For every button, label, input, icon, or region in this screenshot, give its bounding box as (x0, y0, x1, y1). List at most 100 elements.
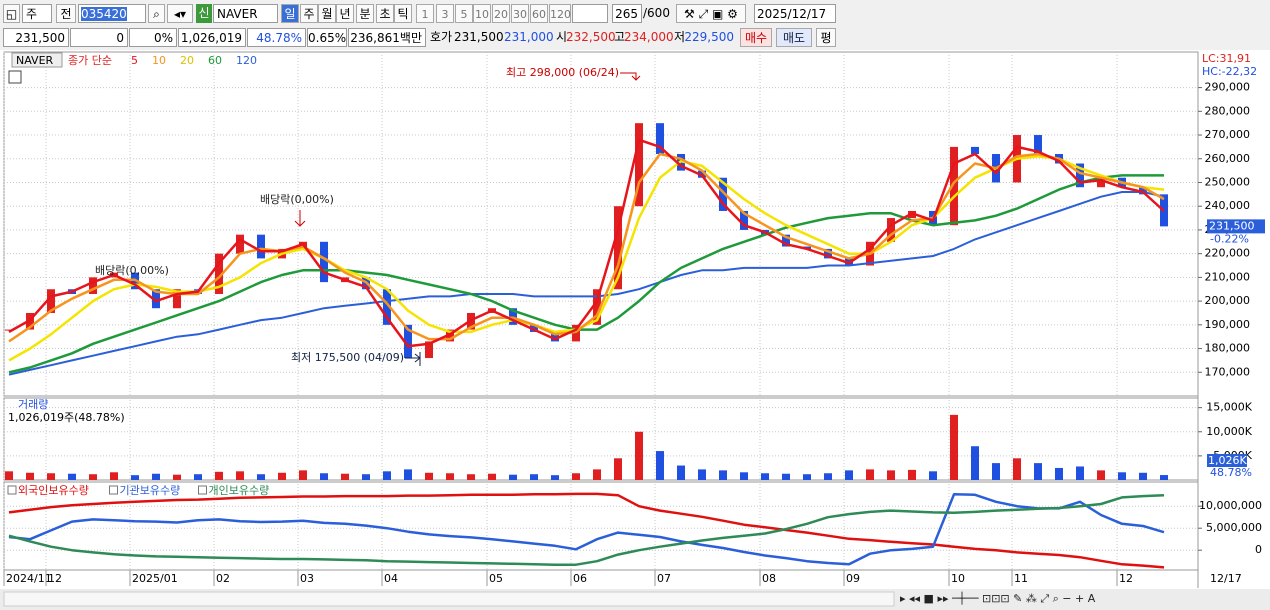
x-tick-label: 03 (300, 572, 314, 585)
last-price: 231,500 (1209, 219, 1255, 232)
period-button[interactable]: 주 (300, 4, 318, 23)
x-tick-label: 11 (1014, 572, 1028, 585)
candle (257, 234, 265, 259)
volume-bar (635, 431, 643, 480)
volume-bar (404, 469, 412, 480)
y-tick-label: 210,000 (1205, 270, 1251, 283)
volume-bar (992, 463, 1000, 480)
x-tick-label: 10 (951, 572, 965, 585)
candle (425, 341, 433, 359)
volume-bar (509, 474, 517, 480)
count[interactable]: 265 (612, 4, 642, 23)
amount: 236,861백만 (348, 28, 426, 47)
scroll-track (3, 591, 895, 607)
legend-entry: 외국인보유수량 (18, 484, 89, 497)
candle (656, 123, 664, 155)
candle (1097, 177, 1105, 188)
eval-button[interactable]: 평 (816, 28, 836, 47)
period-button[interactable]: 초 (376, 4, 394, 23)
y-tick-label: 180,000 (1205, 342, 1251, 355)
y-tick-label: 200,000 (1205, 294, 1251, 307)
candle (635, 123, 643, 207)
interval-button[interactable]: 60 (530, 4, 548, 23)
series-line (8, 138, 1165, 348)
x-tick-label: 06 (573, 572, 587, 585)
chart-subtitle: 1,026,019주(48.78%) (8, 411, 125, 424)
volume-bar (446, 473, 454, 480)
candle (1076, 163, 1084, 188)
lc-label: LC:31,91 (1202, 52, 1251, 65)
x-tick-label: 05 (489, 572, 503, 585)
last-volume-pct: 48.78% (1210, 466, 1252, 479)
volume-bar (845, 470, 853, 480)
volume-bar (1055, 467, 1063, 480)
volume-bar (719, 470, 727, 480)
candle (551, 331, 559, 342)
tool-icons[interactable]: ⚒ ⤢ ▣ ⚙ (676, 4, 746, 23)
period-button[interactable]: 월 (318, 4, 336, 23)
y-tick-label: 290,000 (1205, 81, 1251, 94)
candle (593, 289, 601, 325)
code-input[interactable]: 035420 (78, 4, 146, 23)
interval-button[interactable]: 30 (511, 4, 529, 23)
last-price-box (1207, 219, 1265, 234)
annotation: 최고 298,000 (06/24) (506, 66, 619, 79)
hc-label: HC:-22,32 (1202, 65, 1257, 78)
period-button[interactable]: 년 (336, 4, 354, 23)
x-tick-label: 02 (216, 572, 230, 585)
candle (47, 289, 55, 313)
combo[interactable] (572, 4, 608, 23)
interval-button[interactable]: 3 (436, 4, 454, 23)
candle (152, 289, 160, 309)
interval-button[interactable]: 20 (492, 4, 510, 23)
prev-button[interactable]: 전 (56, 4, 76, 23)
sound-button[interactable]: ◂▾ (167, 4, 193, 23)
volume-bar (824, 473, 832, 480)
volume-bar (866, 469, 874, 480)
period-button[interactable]: 분 (356, 4, 374, 23)
menu-icon[interactable]: ◱ (3, 4, 20, 23)
chart-subtitle: 종가 단순 (68, 54, 112, 67)
y-tick-label: 240,000 (1205, 199, 1251, 212)
sell-button[interactable]: 매도 (776, 28, 812, 47)
x-tick-label: 12 (1119, 572, 1133, 585)
interval-button[interactable]: 120 (549, 4, 571, 23)
volume-bar (1139, 472, 1147, 480)
market-select[interactable]: 주 (22, 4, 52, 23)
y-tick-label: 10,000,000 (1199, 499, 1262, 512)
y-tick-label: 0 (1255, 543, 1262, 556)
last-volume-box (1207, 454, 1247, 467)
high: 234,000 (624, 30, 674, 44)
volume-bar (1097, 470, 1105, 480)
interval-button[interactable]: 1 (416, 4, 434, 23)
candle (1034, 135, 1042, 155)
volume-bar (467, 474, 475, 480)
x-tick-label: 2024/11 (6, 572, 52, 585)
period-button[interactable]: 일 (281, 4, 299, 23)
volume-bar (89, 474, 97, 480)
buy-button[interactable]: 매수 (740, 28, 772, 47)
volume-bar (950, 414, 958, 480)
interval-button[interactable]: 5 (455, 4, 473, 23)
volume-bar (68, 473, 76, 480)
period-button[interactable]: 틱 (394, 4, 412, 23)
volume-bar (677, 465, 685, 480)
interval-button[interactable]: 10 (473, 4, 491, 23)
y-tick-label: 10,000K (1206, 425, 1252, 438)
high-label: 고 (614, 30, 626, 44)
volume-bar (740, 472, 748, 480)
chart-title: 거래량 (18, 398, 48, 411)
open-label: 시 (556, 30, 568, 44)
volume-bar (5, 471, 13, 480)
legend-entry: 60 (208, 54, 222, 67)
volume-bar (215, 471, 223, 480)
volume-bar (593, 469, 601, 480)
chart-title: NAVER (16, 54, 54, 67)
search-button[interactable]: ⌕ (148, 4, 165, 23)
candle (173, 289, 181, 309)
date-input[interactable]: 2025/12/17 (754, 4, 836, 23)
annotation: 최저 175,500 (04/09) (291, 351, 404, 364)
name-input[interactable]: NAVER (213, 4, 278, 23)
volume-bar (26, 472, 34, 480)
candle (782, 234, 790, 247)
